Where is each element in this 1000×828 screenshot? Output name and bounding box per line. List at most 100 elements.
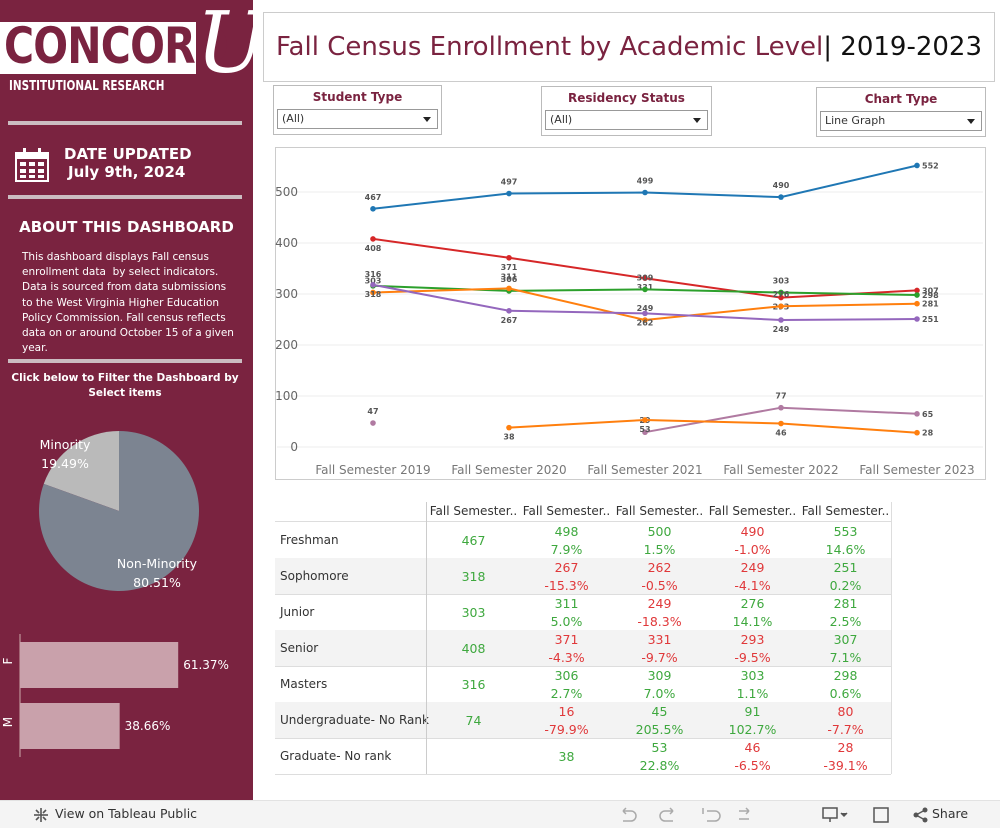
- table-cell: 91: [744, 704, 761, 719]
- data-label: 65: [922, 410, 934, 419]
- table-cell: 80: [837, 704, 854, 719]
- column-header: Fall Semester..: [801, 504, 890, 518]
- table-cell: 408: [461, 641, 486, 656]
- filter-select[interactable]: Line Graph: [820, 111, 982, 131]
- data-point: [914, 316, 920, 322]
- pie-slice: [43, 431, 119, 511]
- data-point: [370, 420, 376, 426]
- logo-name: CONCORD: [4, 17, 229, 75]
- y-tick-label: 400: [275, 236, 298, 250]
- table-cell: 0.2%: [829, 578, 862, 593]
- table-cell: 467: [461, 533, 486, 548]
- data-point: [778, 294, 784, 301]
- view-link[interactable]: View on Tableau Public: [55, 806, 198, 821]
- column-header: Fall Semester..: [522, 504, 611, 518]
- data-label: 281: [922, 300, 939, 309]
- table-cell: -9.7%: [641, 650, 678, 665]
- table-cell: 38: [558, 749, 575, 764]
- table-cell: 102.7%: [728, 722, 777, 737]
- table-cell: -1.0%: [734, 542, 771, 557]
- filter-select[interactable]: (All): [545, 110, 708, 130]
- table-cell: 2.5%: [829, 614, 862, 629]
- filter-hint: Click below to Filter the Dashboard by S…: [11, 372, 239, 399]
- data-label: 251: [922, 315, 939, 324]
- row-shade: [275, 702, 891, 738]
- bar-value-label: 61.37%: [183, 658, 229, 672]
- row-shade: [275, 630, 891, 666]
- table-cell: -9.5%: [734, 650, 771, 665]
- table-cell: 14.6%: [825, 542, 866, 557]
- row-label: Sophomore: [280, 569, 349, 583]
- data-label: 46: [775, 429, 787, 438]
- pie-label: Minority: [40, 437, 91, 452]
- table-cell: -79.9%: [544, 722, 589, 737]
- share-link[interactable]: Share: [932, 806, 969, 821]
- series-line: [508, 418, 918, 434]
- table-cell: 331: [647, 632, 672, 647]
- table-cell: 46: [744, 740, 761, 755]
- data-point: [370, 236, 376, 242]
- data-point: [914, 292, 920, 298]
- data-label: 467: [365, 193, 382, 202]
- data-label: 316: [365, 270, 382, 279]
- bar-category-label: F: [1, 657, 15, 664]
- about-title: ABOUT THIS DASHBOARD: [19, 218, 234, 236]
- data-label: 552: [922, 161, 939, 170]
- table-cell: 251: [833, 560, 858, 575]
- data-label: 306: [501, 275, 518, 284]
- data-point: [506, 190, 512, 197]
- data-label: 249: [773, 325, 790, 334]
- table-cell: -18.3%: [637, 614, 682, 629]
- data-point: [506, 285, 512, 292]
- table-cell: 74: [465, 713, 482, 728]
- data-label: 408: [365, 244, 382, 253]
- data-point: [370, 206, 376, 212]
- data-label: 311: [501, 272, 518, 281]
- y-tick-label: 500: [275, 185, 298, 199]
- row-label: Masters: [280, 677, 328, 691]
- filter-label: Student Type: [312, 90, 403, 104]
- column-header: Fall Semester..: [708, 504, 797, 518]
- data-point: [642, 417, 648, 423]
- row-label: Freshman: [280, 533, 339, 547]
- table-cell: 298: [833, 668, 858, 683]
- table-cell: 249: [740, 560, 765, 575]
- data-point: [914, 162, 920, 169]
- x-tick-label: Fall Semester 2020: [451, 463, 566, 477]
- table-cell: 262: [647, 560, 672, 575]
- table-cell: 14.1%: [732, 614, 773, 629]
- x-tick-label: Fall Semester 2023: [859, 463, 974, 477]
- x-tick-label: Fall Semester 2022: [723, 463, 838, 477]
- title-years: | 2019-2023: [823, 32, 983, 62]
- x-tick-label: Fall Semester 2021: [587, 463, 702, 477]
- column-header: Fall Semester..: [615, 504, 704, 518]
- data-point: [370, 289, 376, 296]
- table-cell: 5.0%: [550, 614, 583, 629]
- chart-frame: [275, 147, 986, 480]
- charts: 0 100 200 300 400 500 Fall Semester 2019 Fall S…: [1, 161, 983, 757]
- filter-label: Chart Type: [864, 92, 938, 106]
- separator: [8, 195, 242, 199]
- table-cell: -4.1%: [734, 578, 771, 593]
- row-rule: [275, 774, 891, 775]
- logo-subtitle: INSTITUTIONAL RESEARCH: [9, 79, 165, 94]
- data-label: 38: [503, 433, 515, 442]
- data-label: 28: [922, 429, 934, 438]
- data-label: 499: [637, 177, 654, 186]
- table-cell: 311: [554, 596, 579, 611]
- table-cell: 53: [651, 740, 668, 755]
- data-label: 276: [773, 290, 790, 299]
- filter: Residency Status (All): [541, 86, 712, 136]
- table-cell: 316: [461, 677, 486, 692]
- data-label: 262: [637, 318, 654, 327]
- table-cell: 303: [740, 668, 765, 683]
- table-cell: 1.5%: [643, 542, 676, 557]
- row-rule: [275, 738, 891, 739]
- row-label: Graduate- No rank: [280, 749, 392, 763]
- y-tick-label: 200: [275, 338, 298, 352]
- data-point: [914, 429, 920, 436]
- separator: [8, 121, 242, 125]
- table-cell: 28: [837, 740, 854, 755]
- table-cell: 281: [833, 596, 858, 611]
- filter-select[interactable]: (All): [277, 109, 438, 129]
